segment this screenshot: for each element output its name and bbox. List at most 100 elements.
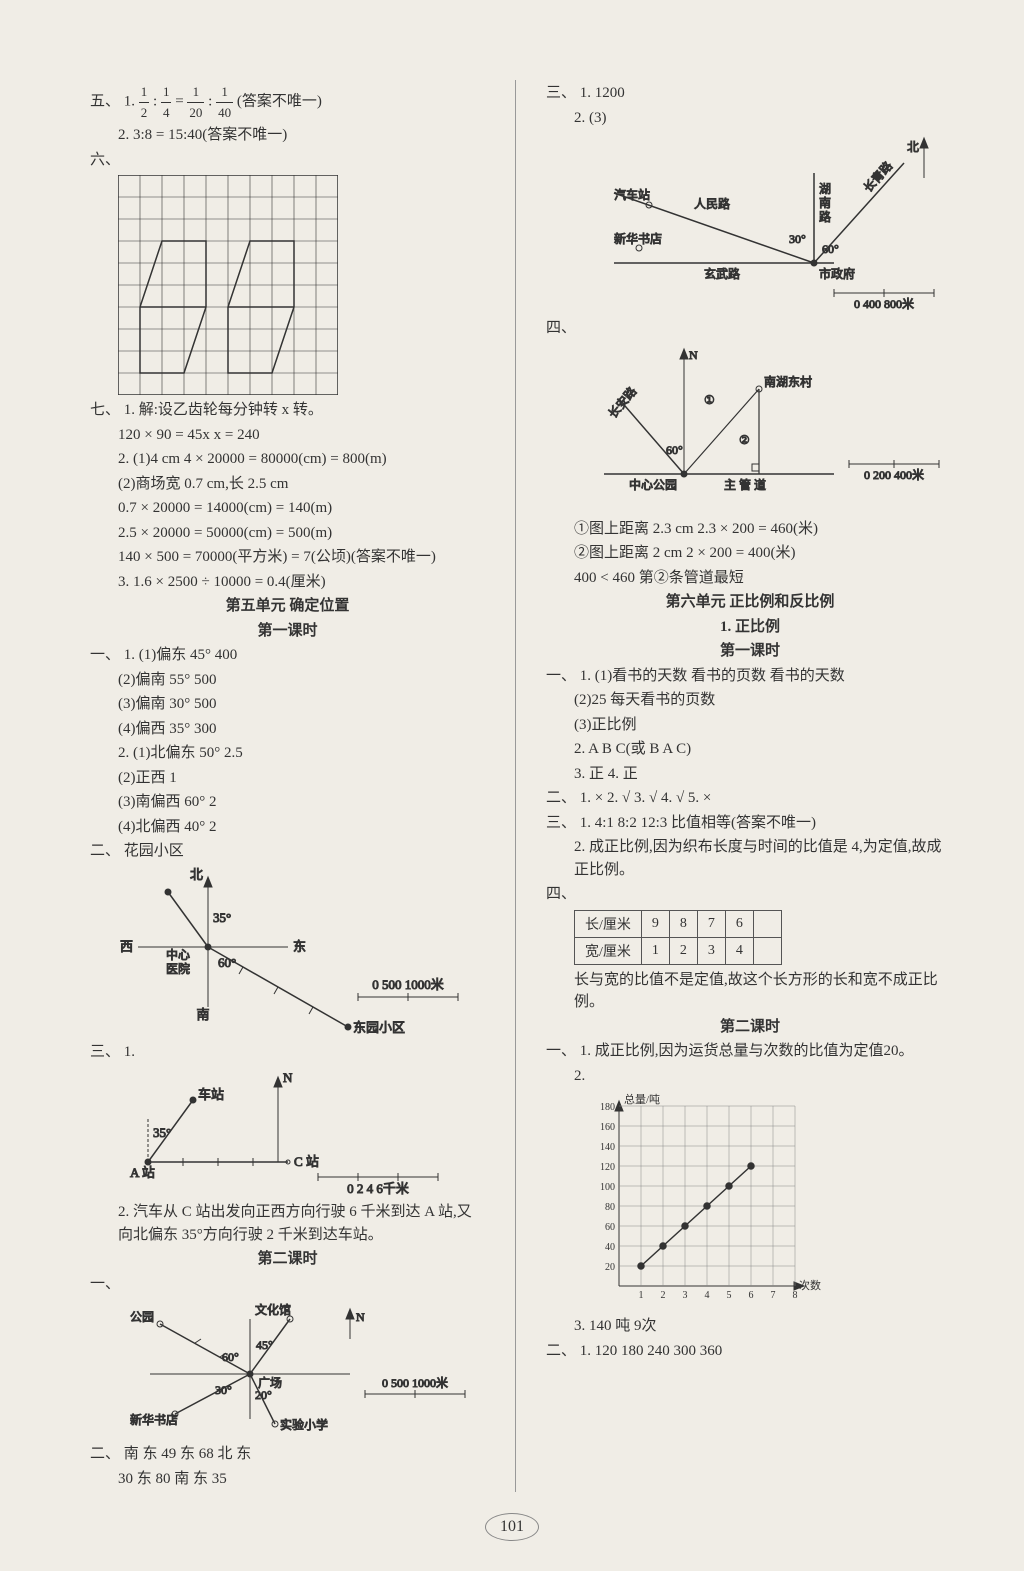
svg-text:120: 120 [600, 1162, 615, 1173]
seven-l3: 2. (1)4 cm 4 × 20000 = 80000(cm) = 800(m… [90, 448, 485, 471]
ratio-table: 长/厘米 9 8 7 6 宽/厘米 1 2 3 4 [574, 910, 782, 965]
svg-text:C 站: C 站 [294, 1154, 319, 1169]
num: 1 [187, 82, 204, 103]
unit6-lesson1: 第一课时 [546, 640, 954, 663]
svg-text:0 500 1000米: 0 500 1000米 [372, 977, 444, 992]
den: 2 [139, 103, 150, 123]
svg-text:①: ① [704, 393, 715, 407]
txt: 1. 解:设乙齿轮每分钟转 x 转。 [124, 402, 323, 418]
rsec4-l2: ②图上距离 2 cm 2 × 200 = 400(米) [546, 542, 954, 565]
svg-text:实验小学: 实验小学 [280, 1417, 328, 1432]
rsec4-l1: ①图上距离 2.3 cm 2.3 × 200 = 460(米) [546, 518, 954, 541]
sec1-l5: 2. (1)北偏东 50° 2.5 [90, 742, 485, 765]
seven-l5: 0.7 × 20000 = 14000(cm) = 140(m) [90, 497, 485, 520]
cell [753, 910, 781, 937]
txt: 1. 120 180 240 300 360 [580, 1343, 723, 1359]
r4-note: 长与宽的比值不是定值,故这个长方形的长和宽不成正比例。 [546, 969, 954, 1014]
txt: 1. 成正比例,因为运货总量与次数的比值为定值20。 [580, 1043, 914, 1059]
svg-text:新华书店: 新华书店 [130, 1412, 178, 1427]
svg-text:N: N [689, 348, 698, 362]
sec2b-l2: 30 东 80 南 东 35 [90, 1468, 485, 1491]
sec1-l4: (4)偏西 35° 300 [90, 718, 485, 741]
sec3: 三、 1. [90, 1041, 485, 1064]
svg-text:公园: 公园 [130, 1310, 154, 1324]
num: 1 [216, 82, 233, 103]
txt: : [153, 93, 161, 109]
svg-text:35°: 35° [153, 1125, 171, 1140]
lesson2-title: 第二课时 [90, 1248, 485, 1271]
rsec4-label: 四、 [546, 317, 954, 340]
svg-text:主 管 道: 主 管 道 [724, 477, 766, 492]
svg-text:140: 140 [600, 1142, 615, 1153]
label: 三、 [546, 85, 576, 101]
seven-l8: 3. 1.6 × 2500 ÷ 10000 = 0.4(厘米) [90, 571, 485, 594]
grid-figure [90, 175, 485, 395]
sec1-l8: (4)北偏西 40° 2 [90, 816, 485, 839]
svg-text:中心公园: 中心公园 [629, 477, 677, 492]
svg-text:60°: 60° [218, 955, 236, 970]
compass-figure: 北 西 东 南 35° 60° 中心 医院 东园小区 [90, 867, 485, 1037]
seven-l2: 120 × 90 = 45x x = 240 [90, 424, 485, 447]
svg-text:车站: 车站 [198, 1087, 224, 1102]
pipe-figure: N 南湖东村 ① ② 长安路 60° 主 管 道 中心公园 [546, 344, 954, 514]
sec1-l3: (3)偏南 30° 500 [90, 693, 485, 716]
r1-l5: 3. 正 4. 正 [546, 763, 954, 786]
right-column: 三、 1. 1200 2. (3) 北 人民路 汽车站 湖南路 30° 新华 [546, 80, 954, 1492]
r1b-l3: 3. 140 吨 9次 [546, 1315, 954, 1338]
label-seven: 七、 [90, 402, 120, 418]
label-five: 五、 [90, 93, 120, 109]
txt: 1. (1)偏东 45° 400 [124, 647, 238, 663]
svg-text:玄武路: 玄武路 [704, 266, 740, 281]
svg-text:湖: 湖 [819, 181, 831, 196]
svg-text:0 2 4 6千米: 0 2 4 6千米 [347, 1181, 409, 1196]
cell: 9 [641, 910, 669, 937]
svg-text:长青路: 长青路 [860, 158, 895, 195]
svg-text:6: 6 [749, 1290, 754, 1301]
svg-text:5: 5 [727, 1290, 732, 1301]
seven-l7: 140 × 500 = 70000(平方米) = 7(公顷)(答案不唯一) [90, 546, 485, 569]
svg-text:长安路: 长安路 [605, 383, 640, 420]
unit5-title: 第五单元 确定位置 [90, 595, 485, 618]
unit5-lesson1: 第一课时 [90, 620, 485, 643]
label: 一、 [90, 1276, 120, 1292]
fraction: 120 [187, 82, 204, 122]
svg-text:2: 2 [661, 1290, 666, 1301]
num: 1 [161, 82, 172, 103]
seven-l4: (2)商场宽 0.7 cm,长 2.5 cm [90, 473, 485, 496]
svg-text:60°: 60° [222, 1350, 239, 1364]
svg-text:②: ② [739, 433, 750, 447]
cell [753, 937, 781, 964]
r1b-l2: 2. [546, 1065, 954, 1088]
label: 二、 [90, 843, 120, 859]
rsec3: 三、 1. 1200 [546, 82, 954, 105]
label: 二、 [546, 1343, 576, 1359]
table-row: 宽/厘米 1 2 3 4 [575, 937, 782, 964]
svg-text:南: 南 [196, 1007, 209, 1022]
svg-text:8: 8 [793, 1290, 798, 1301]
label: 三、 [546, 815, 576, 831]
svg-text:20°: 20° [255, 1388, 272, 1402]
txt: 1. 4:1 8:2 12:3 比值相等(答案不唯一) [580, 815, 816, 831]
page-number-value: 101 [485, 1513, 539, 1541]
r1b: 一、 1. 成正比例,因为运货总量与次数的比值为定值20。 [546, 1040, 954, 1063]
svg-text:60°: 60° [666, 443, 683, 457]
txt: = [175, 93, 187, 109]
den: 40 [216, 103, 233, 123]
cell: 8 [669, 910, 697, 937]
rsec4-l3: 400 < 460 第②条管道最短 [546, 567, 954, 590]
svg-text:3: 3 [683, 1290, 688, 1301]
page: 五、 1. 12 : 14 = 120 : 140 (答案不唯一) 2. 3:8… [0, 0, 1024, 1532]
svg-text:40: 40 [605, 1242, 615, 1253]
r2b: 二、 1. 120 180 240 300 360 [546, 1340, 954, 1363]
left-column: 五、 1. 12 : 14 = 120 : 140 (答案不唯一) 2. 3:8… [90, 80, 485, 1492]
svg-text:45°: 45° [256, 1338, 273, 1352]
cell: 长/厘米 [575, 910, 642, 937]
txt: 南 东 49 东 68 北 东 [124, 1446, 252, 1462]
section-seven: 七、 1. 解:设乙齿轮每分钟转 x 转。 [90, 399, 485, 422]
txt: 1. 1200 [580, 85, 625, 101]
five-item2: 2. 3:8 = 15:40(答案不唯一) [90, 124, 485, 147]
column-divider [515, 80, 516, 1492]
txt: 1. [124, 93, 139, 109]
svg-text:新华书店: 新华书店 [614, 231, 662, 246]
r1-l2: (2)25 每天看书的页数 [546, 689, 954, 712]
